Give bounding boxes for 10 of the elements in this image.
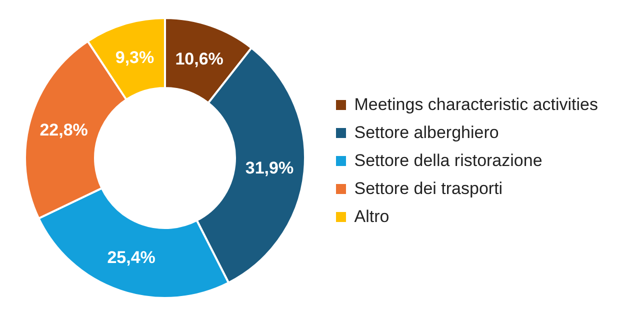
legend-label: Settore alberghiero — [354, 122, 499, 142]
legend-label: Settore dei trasporti — [354, 178, 503, 198]
data-label: 31,9% — [245, 158, 294, 178]
data-label: 25,4% — [107, 248, 156, 267]
legend-label: Meetings characteristic activities — [354, 94, 598, 114]
legend-label: Altro — [354, 206, 390, 226]
data-label: 22,8% — [40, 120, 88, 140]
data-label: 10,6% — [175, 49, 224, 68]
data-label: 9,3% — [115, 48, 154, 67]
legend-label: Settore della ristorazione — [354, 150, 542, 170]
